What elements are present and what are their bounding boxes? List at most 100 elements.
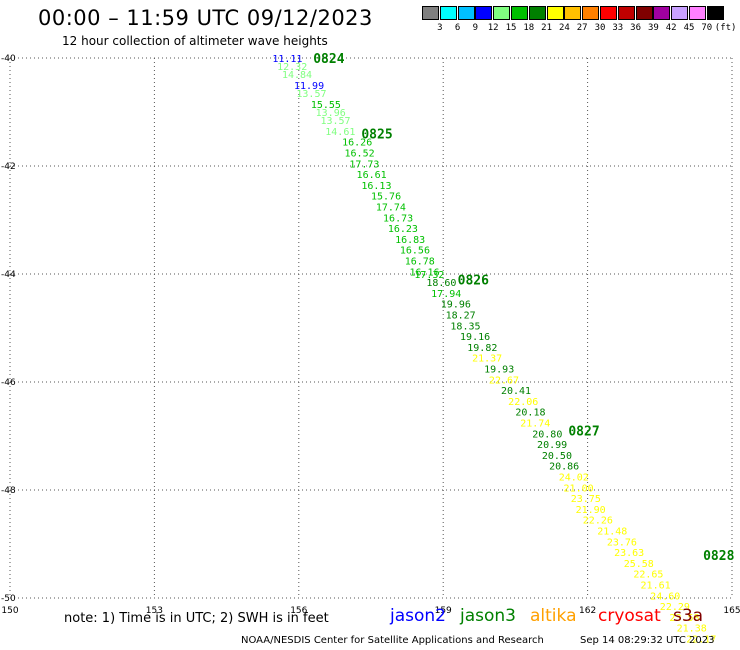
colorbar-tick-label: 24 [558, 23, 570, 33]
wave-height-label: 23.76 [607, 537, 637, 548]
colorbar-swatch [689, 6, 706, 20]
y-tick-label: -50 [1, 594, 16, 604]
colorbar-swatch [475, 6, 493, 20]
legend-item-jason3: jason3 [460, 606, 516, 626]
colorbar-tick-label: 33 [612, 23, 624, 33]
wave-height-label: 20.86 [549, 462, 579, 473]
wave-height-label: 22.26 [583, 516, 613, 527]
time-label: 0827 [568, 425, 599, 440]
wave-height-label: 16.73 [383, 213, 413, 224]
x-tick-label: 150 [1, 606, 18, 616]
time-label: 0824 [313, 52, 344, 67]
colorbar-swatch [422, 6, 439, 20]
colorbar-tick-label: 42 [665, 23, 677, 33]
wave-height-label: 15.76 [371, 192, 401, 203]
colorbar-tick-label: 27 [576, 23, 588, 33]
time-label: 0825 [361, 128, 392, 143]
wave-height-label: 20.99 [537, 440, 567, 451]
x-tick-label: 162 [579, 606, 596, 616]
wave-height-points: 11.1112.3214.8411.9913.5715.5513.9613.57… [272, 54, 716, 646]
footer-timestamp: Sep 14 08:29:32 UTC 2023 [580, 635, 715, 646]
colorbar-swatch [600, 6, 617, 20]
wave-height-label: 14.84 [282, 70, 312, 81]
wave-height-label: 20.50 [542, 451, 572, 462]
time-label: 0826 [458, 273, 489, 288]
wave-height-label: 16.26 [342, 138, 372, 149]
footnote: note: 1) Time is in UTC; 2) SWH is in fe… [64, 611, 329, 626]
colorbar-swatch [706, 6, 724, 20]
footer-credit: NOAA/NESDIS Center for Satellite Applica… [241, 635, 544, 646]
colorbar-tick-label: 18 [523, 23, 535, 33]
time-labels: 0824 0825 0826 0827 0828 [313, 52, 734, 564]
x-tick-label: 159 [435, 606, 452, 616]
x-tick-label: 153 [146, 606, 163, 616]
colorbar-tick-label: 36 [630, 23, 642, 33]
colorbar-swatch [564, 6, 582, 20]
wave-height-label: 12.32 [277, 62, 307, 73]
legend-item-cryosat: cryosat [598, 606, 661, 626]
colorbar-tick-label: 15 [505, 23, 517, 33]
wave-height-label: 20.80 [532, 429, 562, 440]
wave-height-label: 16.13 [361, 181, 391, 192]
wave-height-label: 20.18 [515, 408, 545, 419]
wave-height-label: 17.94 [431, 289, 461, 300]
wave-height-label: 19.16 [460, 332, 490, 343]
wave-height-label: 21.38 [677, 624, 707, 635]
wave-height-label: 11.11 [272, 54, 302, 65]
colorbar-tick-label: 45 [683, 23, 695, 33]
colorbar-tick-label: 70 [701, 23, 713, 33]
wave-height-label: 17.32 [414, 270, 444, 281]
wave-height-label: 11.99 [294, 81, 324, 92]
colorbar-swatch [671, 6, 689, 20]
wave-height-label: 22.06 [508, 397, 538, 408]
time-label: 0828 [703, 549, 734, 564]
axis-tick-labels: 150 153 156 159 162 165 -40 -42 -44 -46 -48 -50 [1, 54, 740, 616]
wave-height-label: 23.75 [571, 494, 601, 505]
y-tick-label: -48 [1, 486, 16, 496]
colorbar-tick-label: 3 [437, 23, 443, 33]
wave-height-label: 21.37 [472, 354, 502, 365]
grid-layer [9, 57, 733, 599]
wave-height-label: 13.96 [316, 108, 346, 119]
wave-height-label: 22.67 [489, 375, 519, 386]
colorbar-unit: (ft) [714, 23, 737, 33]
colorbar-tick-label: 9 [472, 23, 479, 33]
wave-height-label: 21.61 [641, 581, 671, 592]
wave-height-label: 16.23 [388, 224, 418, 235]
wave-height-label: 18.35 [450, 321, 480, 332]
wave-height-label: 22.65 [633, 570, 663, 581]
colorbar-tick-label: 12 [487, 23, 499, 33]
wave-height-label: 23.63 [614, 548, 644, 559]
wave-height-label: 24.02 [559, 473, 589, 484]
legend-item-s3a: s3a [673, 606, 704, 626]
wave-height-label: 22.17 [686, 635, 716, 646]
wave-height-label: 18.27 [446, 311, 476, 322]
wave-height-label: 25.58 [624, 559, 654, 570]
wave-height-label: 16.78 [405, 257, 435, 268]
wave-height-label: 21.90 [576, 505, 606, 516]
wave-height-label: 16.61 [357, 170, 387, 181]
wave-height-label: 18.60 [426, 278, 456, 289]
y-tick-label: -42 [1, 162, 16, 172]
legend-item-altika: altika [530, 606, 577, 626]
colorbar-swatch [546, 6, 564, 20]
colorbar-swatch [653, 6, 671, 20]
colorbar-tick-label: 39 [647, 23, 659, 33]
colorbar-tick-label: 30 [594, 23, 606, 33]
wave-height-label: 21.00 [564, 483, 594, 494]
wave-height-label: 19.82 [467, 343, 497, 354]
colorbar-swatch [617, 6, 635, 20]
colorbar-swatch [528, 6, 546, 20]
colorbar-swatch [635, 6, 653, 20]
wave-height-label: 20.41 [501, 386, 531, 397]
wave-height-label: 13.57 [320, 116, 350, 127]
wave-height-label: 24.60 [650, 591, 680, 602]
chart-subtitle: 12 hour collection of altimeter wave hei… [62, 34, 328, 48]
colorbar-swatch [457, 6, 475, 20]
wave-height-label: 16.56 [400, 246, 430, 257]
wave-height-label: 19.96 [441, 300, 471, 311]
colorbar-tick-label: 21 [541, 23, 553, 33]
wave-height-label: 16.83 [395, 235, 425, 246]
wave-height-label: 19.93 [484, 365, 514, 376]
